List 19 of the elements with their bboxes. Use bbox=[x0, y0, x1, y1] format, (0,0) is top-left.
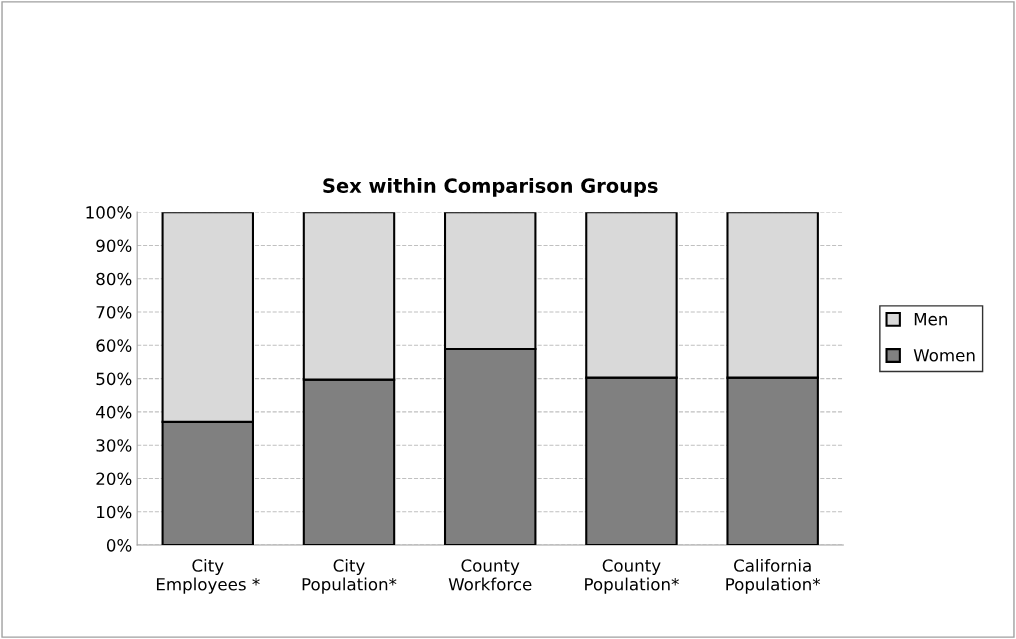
x-tick-label: California Population* bbox=[726, 558, 821, 594]
legend-label: Men bbox=[914, 313, 947, 326]
y-tick-label: 80% bbox=[96, 272, 132, 286]
y-tick-label: 10% bbox=[97, 505, 132, 519]
y-tick-label: 90% bbox=[96, 239, 132, 253]
x-tick-label: City Employees * bbox=[156, 558, 260, 594]
y-tick-label: 20% bbox=[96, 472, 132, 486]
y-tick-label: 40% bbox=[96, 405, 132, 419]
y-tick-label: 70% bbox=[96, 305, 132, 319]
legend-label: Women bbox=[913, 349, 975, 362]
y-tick-label: 30% bbox=[96, 439, 132, 452]
y-tick-label: 60% bbox=[96, 339, 132, 352]
y-tick-label: 100% bbox=[86, 206, 132, 219]
x-tick-label: County Workforce bbox=[448, 559, 532, 591]
chart-title: Sex within Comparison Groups bbox=[323, 177, 658, 197]
y-tick-label: 50% bbox=[96, 372, 132, 386]
x-tick-label: County Population* bbox=[585, 559, 679, 594]
y-tick-label: 0% bbox=[106, 539, 132, 552]
x-tick-label: City Population* bbox=[302, 558, 397, 594]
